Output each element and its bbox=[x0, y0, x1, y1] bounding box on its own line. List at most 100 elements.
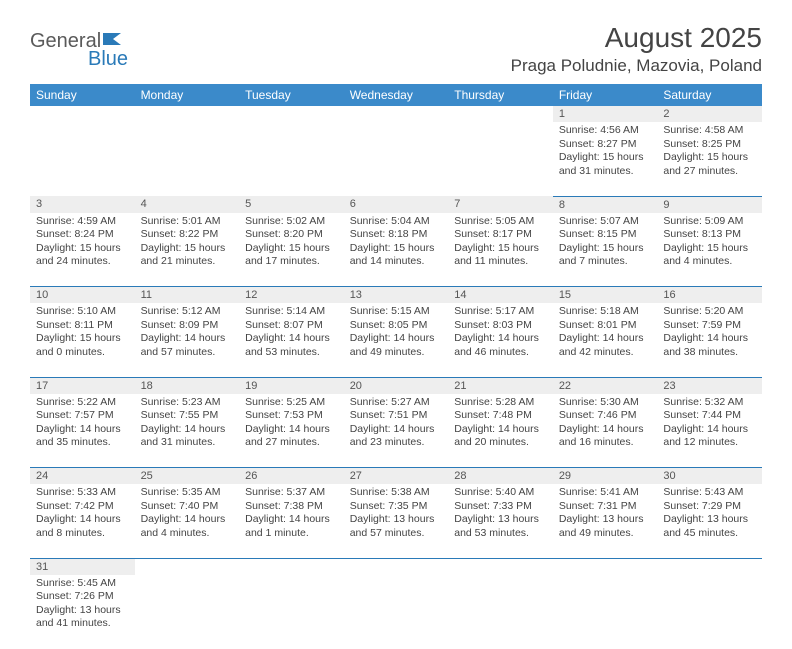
day-number-cell: 11 bbox=[135, 287, 240, 304]
day-detail-cell: Sunrise: 5:02 AMSunset: 8:20 PMDaylight:… bbox=[239, 213, 344, 287]
sunset-line: Sunset: 7:59 PM bbox=[663, 319, 756, 333]
daylight-line2: and 38 minutes. bbox=[663, 346, 756, 360]
daylight-line1: Daylight: 15 hours bbox=[350, 242, 443, 256]
daylight-line1: Daylight: 13 hours bbox=[36, 604, 129, 618]
sunset-line: Sunset: 7:57 PM bbox=[36, 409, 129, 423]
day-number-row: 24252627282930 bbox=[30, 468, 762, 485]
day-detail: Sunrise: 5:41 AMSunset: 7:31 PMDaylight:… bbox=[553, 484, 658, 545]
daylight-line1: Daylight: 13 hours bbox=[663, 513, 756, 527]
day-detail: Sunrise: 5:22 AMSunset: 7:57 PMDaylight:… bbox=[30, 394, 135, 455]
day-detail: Sunrise: 5:43 AMSunset: 7:29 PMDaylight:… bbox=[657, 484, 762, 545]
daylight-line2: and 57 minutes. bbox=[350, 527, 443, 541]
daylight-line1: Daylight: 15 hours bbox=[141, 242, 234, 256]
daylight-line2: and 8 minutes. bbox=[36, 527, 129, 541]
day-detail: Sunrise: 5:10 AMSunset: 8:11 PMDaylight:… bbox=[30, 303, 135, 364]
day-number-row: 10111213141516 bbox=[30, 287, 762, 304]
calendar-table: Sunday Monday Tuesday Wednesday Thursday… bbox=[30, 84, 762, 649]
day-number-cell: 26 bbox=[239, 468, 344, 485]
day-detail: Sunrise: 5:38 AMSunset: 7:35 PMDaylight:… bbox=[344, 484, 449, 545]
daylight-line2: and 31 minutes. bbox=[141, 436, 234, 450]
sunrise-line: Sunrise: 5:09 AM bbox=[663, 215, 756, 229]
daylight-line2: and 4 minutes. bbox=[141, 527, 234, 541]
day-detail-cell: Sunrise: 5:38 AMSunset: 7:35 PMDaylight:… bbox=[344, 484, 449, 558]
daylight-line2: and 24 minutes. bbox=[36, 255, 129, 269]
daylight-line1: Daylight: 14 hours bbox=[141, 423, 234, 437]
daylight-line1: Daylight: 14 hours bbox=[141, 513, 234, 527]
sunrise-line: Sunrise: 4:59 AM bbox=[36, 215, 129, 229]
sunset-line: Sunset: 8:01 PM bbox=[559, 319, 652, 333]
day-detail-cell: Sunrise: 5:41 AMSunset: 7:31 PMDaylight:… bbox=[553, 484, 658, 558]
day-number-cell: 14 bbox=[448, 287, 553, 304]
day-detail: Sunrise: 5:40 AMSunset: 7:33 PMDaylight:… bbox=[448, 484, 553, 545]
day-number-cell bbox=[135, 106, 240, 122]
daylight-line1: Daylight: 15 hours bbox=[454, 242, 547, 256]
day-number-cell bbox=[344, 558, 449, 575]
day-number-cell: 25 bbox=[135, 468, 240, 485]
daylight-line1: Daylight: 15 hours bbox=[559, 242, 652, 256]
day-detail: Sunrise: 5:45 AMSunset: 7:26 PMDaylight:… bbox=[30, 575, 135, 636]
sunrise-line: Sunrise: 5:35 AM bbox=[141, 486, 234, 500]
day-detail-cell: Sunrise: 5:07 AMSunset: 8:15 PMDaylight:… bbox=[553, 213, 658, 287]
day-header: Monday bbox=[135, 84, 240, 106]
daylight-line1: Daylight: 14 hours bbox=[245, 332, 338, 346]
day-detail-cell: Sunrise: 4:56 AMSunset: 8:27 PMDaylight:… bbox=[553, 122, 658, 196]
sunset-line: Sunset: 8:17 PM bbox=[454, 228, 547, 242]
sunrise-line: Sunrise: 5:37 AM bbox=[245, 486, 338, 500]
logo-text-blue: Blue bbox=[88, 48, 128, 70]
daylight-line2: and 21 minutes. bbox=[141, 255, 234, 269]
day-number-cell bbox=[448, 558, 553, 575]
daylight-line2: and 49 minutes. bbox=[350, 346, 443, 360]
day-detail-row: Sunrise: 5:33 AMSunset: 7:42 PMDaylight:… bbox=[30, 484, 762, 558]
sunset-line: Sunset: 7:35 PM bbox=[350, 500, 443, 514]
day-number-cell: 13 bbox=[344, 287, 449, 304]
sunrise-line: Sunrise: 5:25 AM bbox=[245, 396, 338, 410]
day-header: Saturday bbox=[657, 84, 762, 106]
day-detail: Sunrise: 5:05 AMSunset: 8:17 PMDaylight:… bbox=[448, 213, 553, 274]
daylight-line1: Daylight: 15 hours bbox=[559, 151, 652, 165]
sunrise-line: Sunrise: 5:20 AM bbox=[663, 305, 756, 319]
sunset-line: Sunset: 8:18 PM bbox=[350, 228, 443, 242]
daylight-line1: Daylight: 14 hours bbox=[36, 513, 129, 527]
day-detail-cell bbox=[30, 122, 135, 196]
day-number-cell bbox=[30, 106, 135, 122]
day-detail-cell: Sunrise: 5:33 AMSunset: 7:42 PMDaylight:… bbox=[30, 484, 135, 558]
day-detail-cell: Sunrise: 5:04 AMSunset: 8:18 PMDaylight:… bbox=[344, 213, 449, 287]
day-number-cell bbox=[239, 106, 344, 122]
daylight-line2: and 11 minutes. bbox=[454, 255, 547, 269]
daylight-line2: and 46 minutes. bbox=[454, 346, 547, 360]
day-number-cell: 1 bbox=[553, 106, 658, 122]
day-number-cell: 9 bbox=[657, 196, 762, 213]
sunset-line: Sunset: 8:27 PM bbox=[559, 138, 652, 152]
day-number-cell: 31 bbox=[30, 558, 135, 575]
day-number-cell: 20 bbox=[344, 377, 449, 394]
sunrise-line: Sunrise: 5:32 AM bbox=[663, 396, 756, 410]
daylight-line2: and 57 minutes. bbox=[141, 346, 234, 360]
sunrise-line: Sunrise: 5:41 AM bbox=[559, 486, 652, 500]
day-number-row: 12 bbox=[30, 106, 762, 122]
day-detail-cell: Sunrise: 5:22 AMSunset: 7:57 PMDaylight:… bbox=[30, 394, 135, 468]
daylight-line2: and 49 minutes. bbox=[559, 527, 652, 541]
daylight-line2: and 4 minutes. bbox=[663, 255, 756, 269]
sunset-line: Sunset: 8:24 PM bbox=[36, 228, 129, 242]
sunset-line: Sunset: 7:51 PM bbox=[350, 409, 443, 423]
sunrise-line: Sunrise: 5:10 AM bbox=[36, 305, 129, 319]
sunrise-line: Sunrise: 5:30 AM bbox=[559, 396, 652, 410]
day-detail-cell: Sunrise: 5:25 AMSunset: 7:53 PMDaylight:… bbox=[239, 394, 344, 468]
day-detail: Sunrise: 5:15 AMSunset: 8:05 PMDaylight:… bbox=[344, 303, 449, 364]
sunrise-line: Sunrise: 5:17 AM bbox=[454, 305, 547, 319]
daylight-line2: and 23 minutes. bbox=[350, 436, 443, 450]
day-detail-cell: Sunrise: 5:32 AMSunset: 7:44 PMDaylight:… bbox=[657, 394, 762, 468]
day-detail: Sunrise: 4:58 AMSunset: 8:25 PMDaylight:… bbox=[657, 122, 762, 183]
sunset-line: Sunset: 8:07 PM bbox=[245, 319, 338, 333]
sunset-line: Sunset: 7:31 PM bbox=[559, 500, 652, 514]
day-detail-cell: Sunrise: 5:37 AMSunset: 7:38 PMDaylight:… bbox=[239, 484, 344, 558]
day-number-cell: 23 bbox=[657, 377, 762, 394]
day-detail-cell: Sunrise: 5:05 AMSunset: 8:17 PMDaylight:… bbox=[448, 213, 553, 287]
daylight-line2: and 41 minutes. bbox=[36, 617, 129, 631]
daylight-line2: and 45 minutes. bbox=[663, 527, 756, 541]
day-detail: Sunrise: 5:01 AMSunset: 8:22 PMDaylight:… bbox=[135, 213, 240, 274]
daylight-line1: Daylight: 13 hours bbox=[559, 513, 652, 527]
day-detail-cell: Sunrise: 5:01 AMSunset: 8:22 PMDaylight:… bbox=[135, 213, 240, 287]
daylight-line1: Daylight: 14 hours bbox=[350, 423, 443, 437]
sunset-line: Sunset: 7:42 PM bbox=[36, 500, 129, 514]
